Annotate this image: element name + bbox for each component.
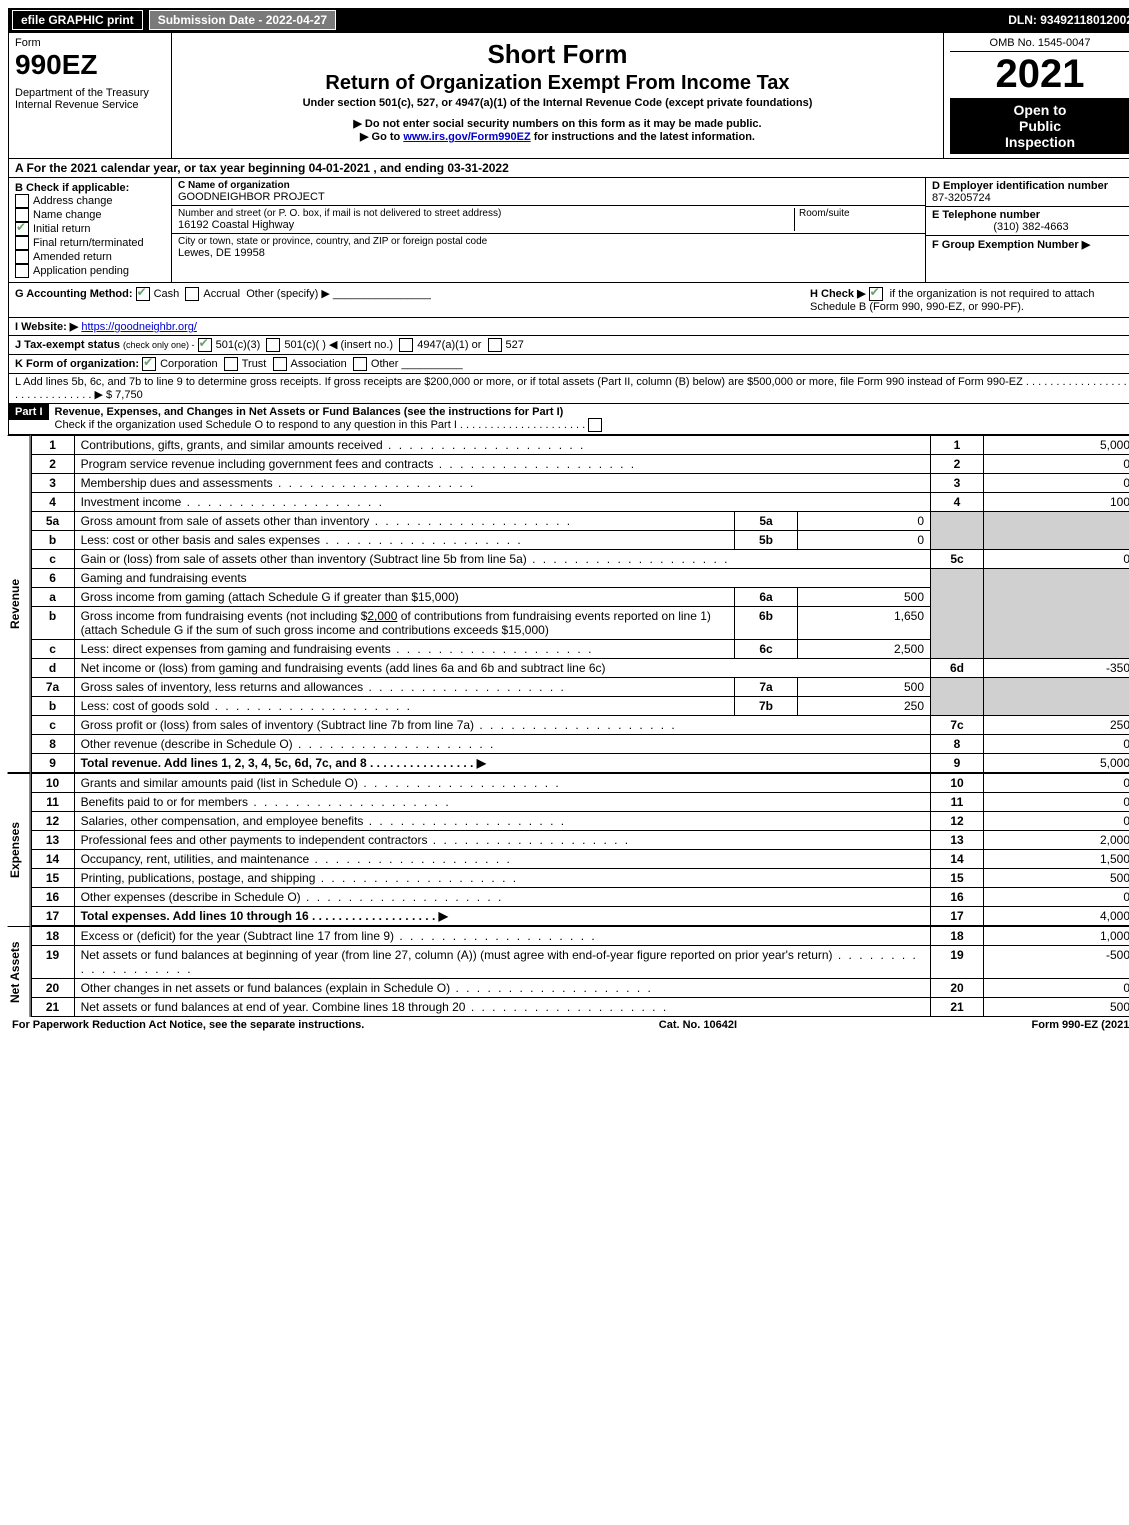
netassets-vertical-label: Net Assets <box>8 926 31 1017</box>
col-b-checkboxes: B Check if applicable: Address change Na… <box>9 178 172 282</box>
check-cash[interactable] <box>136 287 150 301</box>
line-2: 2Program service revenue including gover… <box>31 455 1129 474</box>
line-20: 20Other changes in net assets or fund ba… <box>31 979 1129 998</box>
line-15: 15Printing, publications, postage, and s… <box>31 869 1129 888</box>
line-10: 10Grants and similar amounts paid (list … <box>31 774 1129 793</box>
row-i-website: I Website: ▶ https://goodneighbr.org/ <box>8 318 1129 336</box>
line-7c: cGross profit or (loss) from sales of in… <box>31 716 1129 735</box>
irs-link[interactable]: www.irs.gov/Form990EZ <box>403 131 530 143</box>
check-accrual[interactable] <box>185 287 199 301</box>
line-6: 6Gaming and fundraising events <box>31 569 1129 588</box>
efile-print-button[interactable]: efile GRAPHIC print <box>12 10 143 30</box>
line-14: 14Occupancy, rent, utilities, and mainte… <box>31 850 1129 869</box>
dept-line-1: Department of the Treasury <box>15 87 165 99</box>
form-number: 990EZ <box>15 49 165 81</box>
check-app-pending[interactable] <box>15 264 29 278</box>
line-1: 1Contributions, gifts, grants, and simil… <box>31 436 1129 455</box>
row-a-tax-year: A For the 2021 calendar year, or tax yea… <box>8 159 1129 178</box>
line-5a: 5aGross amount from sale of assets other… <box>31 512 1129 531</box>
group-exemption-label: F Group Exemption Number ▶ <box>932 238 1129 251</box>
check-501c3[interactable] <box>198 338 212 352</box>
room-suite-label: Room/suite <box>794 208 919 231</box>
line-18: 18Excess or (deficit) for the year (Subt… <box>31 927 1129 946</box>
check-schedule-o[interactable] <box>588 418 602 432</box>
block-bcd: B Check if applicable: Address change Na… <box>8 178 1129 283</box>
title-short-form: Short Form <box>178 39 937 70</box>
check-h[interactable] <box>869 287 883 301</box>
subtitle: Under section 501(c), 527, or 4947(a)(1)… <box>178 97 937 109</box>
website-link[interactable]: https://goodneighbr.org/ <box>81 321 197 333</box>
phone: (310) 382-4663 <box>932 221 1129 233</box>
line-13: 13Professional fees and other payments t… <box>31 831 1129 850</box>
footer-catno: Cat. No. 10642I <box>659 1019 737 1031</box>
ein: 87-3205724 <box>932 192 1129 204</box>
line-21: 21Net assets or fund balances at end of … <box>31 998 1129 1017</box>
col-d-ids: D Employer identification number 87-3205… <box>925 178 1129 282</box>
expenses-vertical-label: Expenses <box>8 773 31 926</box>
line-8: 8Other revenue (describe in Schedule O)8… <box>31 735 1129 754</box>
row-l-gross-receipts: L Add lines 5b, 6c, and 7b to line 9 to … <box>8 374 1129 404</box>
net-assets-section: Net Assets 18Excess or (deficit) for the… <box>8 926 1129 1017</box>
org-street: 16192 Coastal Highway <box>178 219 794 231</box>
line-12: 12Salaries, other compensation, and empl… <box>31 812 1129 831</box>
revenue-vertical-label: Revenue <box>8 435 31 773</box>
open-to-public: Open to Public Inspection <box>950 98 1129 154</box>
line-3: 3Membership dues and assessments30 <box>31 474 1129 493</box>
submission-date-button[interactable]: Submission Date - 2022-04-27 <box>149 10 336 30</box>
expenses-section: Expenses 10Grants and similar amounts pa… <box>8 773 1129 926</box>
check-4947[interactable] <box>399 338 413 352</box>
line-4: 4Investment income4100 <box>31 493 1129 512</box>
line-11: 11Benefits paid to or for members110 <box>31 793 1129 812</box>
note-ssn: ▶ Do not enter social security numbers o… <box>178 117 937 130</box>
line-17: 17Total expenses. Add lines 10 through 1… <box>31 907 1129 926</box>
org-name: GOODNEIGHBOR PROJECT <box>178 191 919 203</box>
dln-label: DLN: 93492118012002 <box>1008 13 1129 27</box>
check-address-change[interactable] <box>15 194 29 208</box>
omb-number: OMB No. 1545-0047 <box>950 37 1129 52</box>
part-i-tag: Part I <box>9 404 49 420</box>
check-other-org[interactable] <box>353 357 367 371</box>
line-7a: 7aGross sales of inventory, less returns… <box>31 678 1129 697</box>
page-footer: For Paperwork Reduction Act Notice, see … <box>8 1017 1129 1033</box>
line-5c: cGain or (loss) from sale of assets othe… <box>31 550 1129 569</box>
row-j-tax-status: J Tax-exempt status (check only one) - 5… <box>8 336 1129 355</box>
check-527[interactable] <box>488 338 502 352</box>
tax-year: 2021 <box>950 54 1129 94</box>
revenue-section: Revenue 1Contributions, gifts, grants, a… <box>8 435 1129 773</box>
line-9: 9Total revenue. Add lines 1, 2, 3, 4, 5c… <box>31 754 1129 773</box>
part-i-header: Part I Revenue, Expenses, and Changes in… <box>8 404 1129 435</box>
form-header: Form 990EZ Department of the Treasury In… <box>8 32 1129 159</box>
org-city: Lewes, DE 19958 <box>178 247 919 259</box>
footer-right: Form 990-EZ (2021) <box>1032 1019 1129 1031</box>
check-amended[interactable] <box>15 250 29 264</box>
col-c-org-info: C Name of organization GOODNEIGHBOR PROJ… <box>172 178 925 282</box>
form-word: Form <box>15 37 165 49</box>
top-bar: efile GRAPHIC print Submission Date - 20… <box>8 8 1129 32</box>
gross-receipts-amount: 7,750 <box>115 389 143 401</box>
check-trust[interactable] <box>224 357 238 371</box>
footer-left: For Paperwork Reduction Act Notice, see … <box>12 1019 364 1031</box>
check-final-return[interactable] <box>15 236 29 250</box>
dept-line-2: Internal Revenue Service <box>15 99 165 111</box>
check-initial-return[interactable] <box>15 222 29 236</box>
line-19: 19Net assets or fund balances at beginni… <box>31 946 1129 979</box>
row-gh: G Accounting Method: Cash Accrual Other … <box>8 283 1129 318</box>
title-return: Return of Organization Exempt From Incom… <box>178 72 937 95</box>
line-16: 16Other expenses (describe in Schedule O… <box>31 888 1129 907</box>
check-corp[interactable] <box>142 357 156 371</box>
row-k-org-form: K Form of organization: Corporation Trus… <box>8 355 1129 374</box>
line-6d: dNet income or (loss) from gaming and fu… <box>31 659 1129 678</box>
check-501c[interactable] <box>266 338 280 352</box>
note-url: ▶ Go to www.irs.gov/Form990EZ for instru… <box>178 130 937 143</box>
check-assoc[interactable] <box>273 357 287 371</box>
